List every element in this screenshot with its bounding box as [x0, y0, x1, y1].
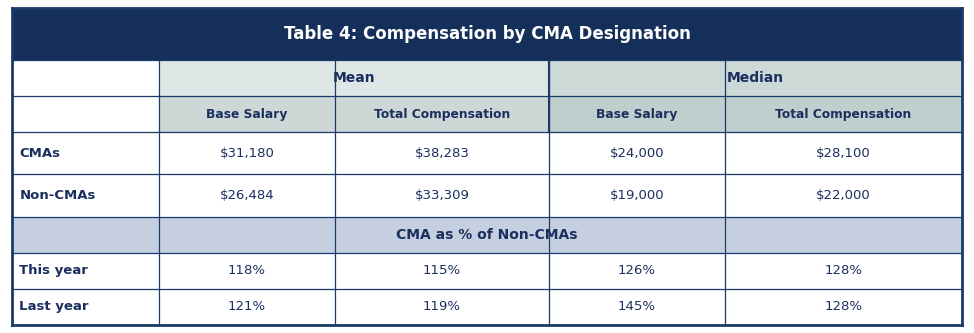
Text: 128%: 128% [824, 264, 863, 277]
Text: 145%: 145% [618, 300, 656, 313]
Text: CMAs: CMAs [19, 147, 60, 160]
Bar [548, 96, 962, 132]
Text: Mean: Mean [332, 71, 375, 85]
Text: CMA as % of Non-CMAs: CMA as % of Non-CMAs [396, 228, 578, 242]
Text: Base Salary: Base Salary [206, 108, 287, 121]
Text: Table 4: Compensation by CMA Designation: Table 4: Compensation by CMA Designation [283, 25, 691, 43]
Bar [159, 96, 548, 132]
Text: 115%: 115% [423, 264, 461, 277]
Text: Last year: Last year [19, 300, 89, 313]
Text: $19,000: $19,000 [610, 189, 664, 202]
Bar [12, 216, 962, 253]
Text: $31,180: $31,180 [219, 147, 275, 160]
Text: $38,283: $38,283 [414, 147, 469, 160]
Text: 126%: 126% [618, 264, 656, 277]
Text: 118%: 118% [228, 264, 266, 277]
Text: $22,000: $22,000 [816, 189, 871, 202]
Text: $28,100: $28,100 [816, 147, 871, 160]
Text: 128%: 128% [824, 300, 863, 313]
Text: This year: This year [19, 264, 89, 277]
Text: Total Compensation: Total Compensation [374, 108, 510, 121]
Text: 121%: 121% [228, 300, 266, 313]
Text: Median: Median [727, 71, 784, 85]
Text: $24,000: $24,000 [610, 147, 664, 160]
Bar [12, 253, 962, 289]
Bar [548, 60, 962, 96]
Text: Total Compensation: Total Compensation [775, 108, 912, 121]
Text: Base Salary: Base Salary [596, 108, 677, 121]
Bar [12, 289, 962, 325]
Text: 119%: 119% [423, 300, 461, 313]
Text: $33,309: $33,309 [414, 189, 469, 202]
Text: Non-CMAs: Non-CMAs [19, 189, 95, 202]
Bar [12, 8, 962, 60]
Bar [12, 132, 962, 174]
Bar [159, 60, 548, 96]
Bar [12, 96, 159, 132]
Bar [12, 60, 159, 96]
Text: $26,484: $26,484 [220, 189, 275, 202]
Bar [12, 174, 962, 216]
